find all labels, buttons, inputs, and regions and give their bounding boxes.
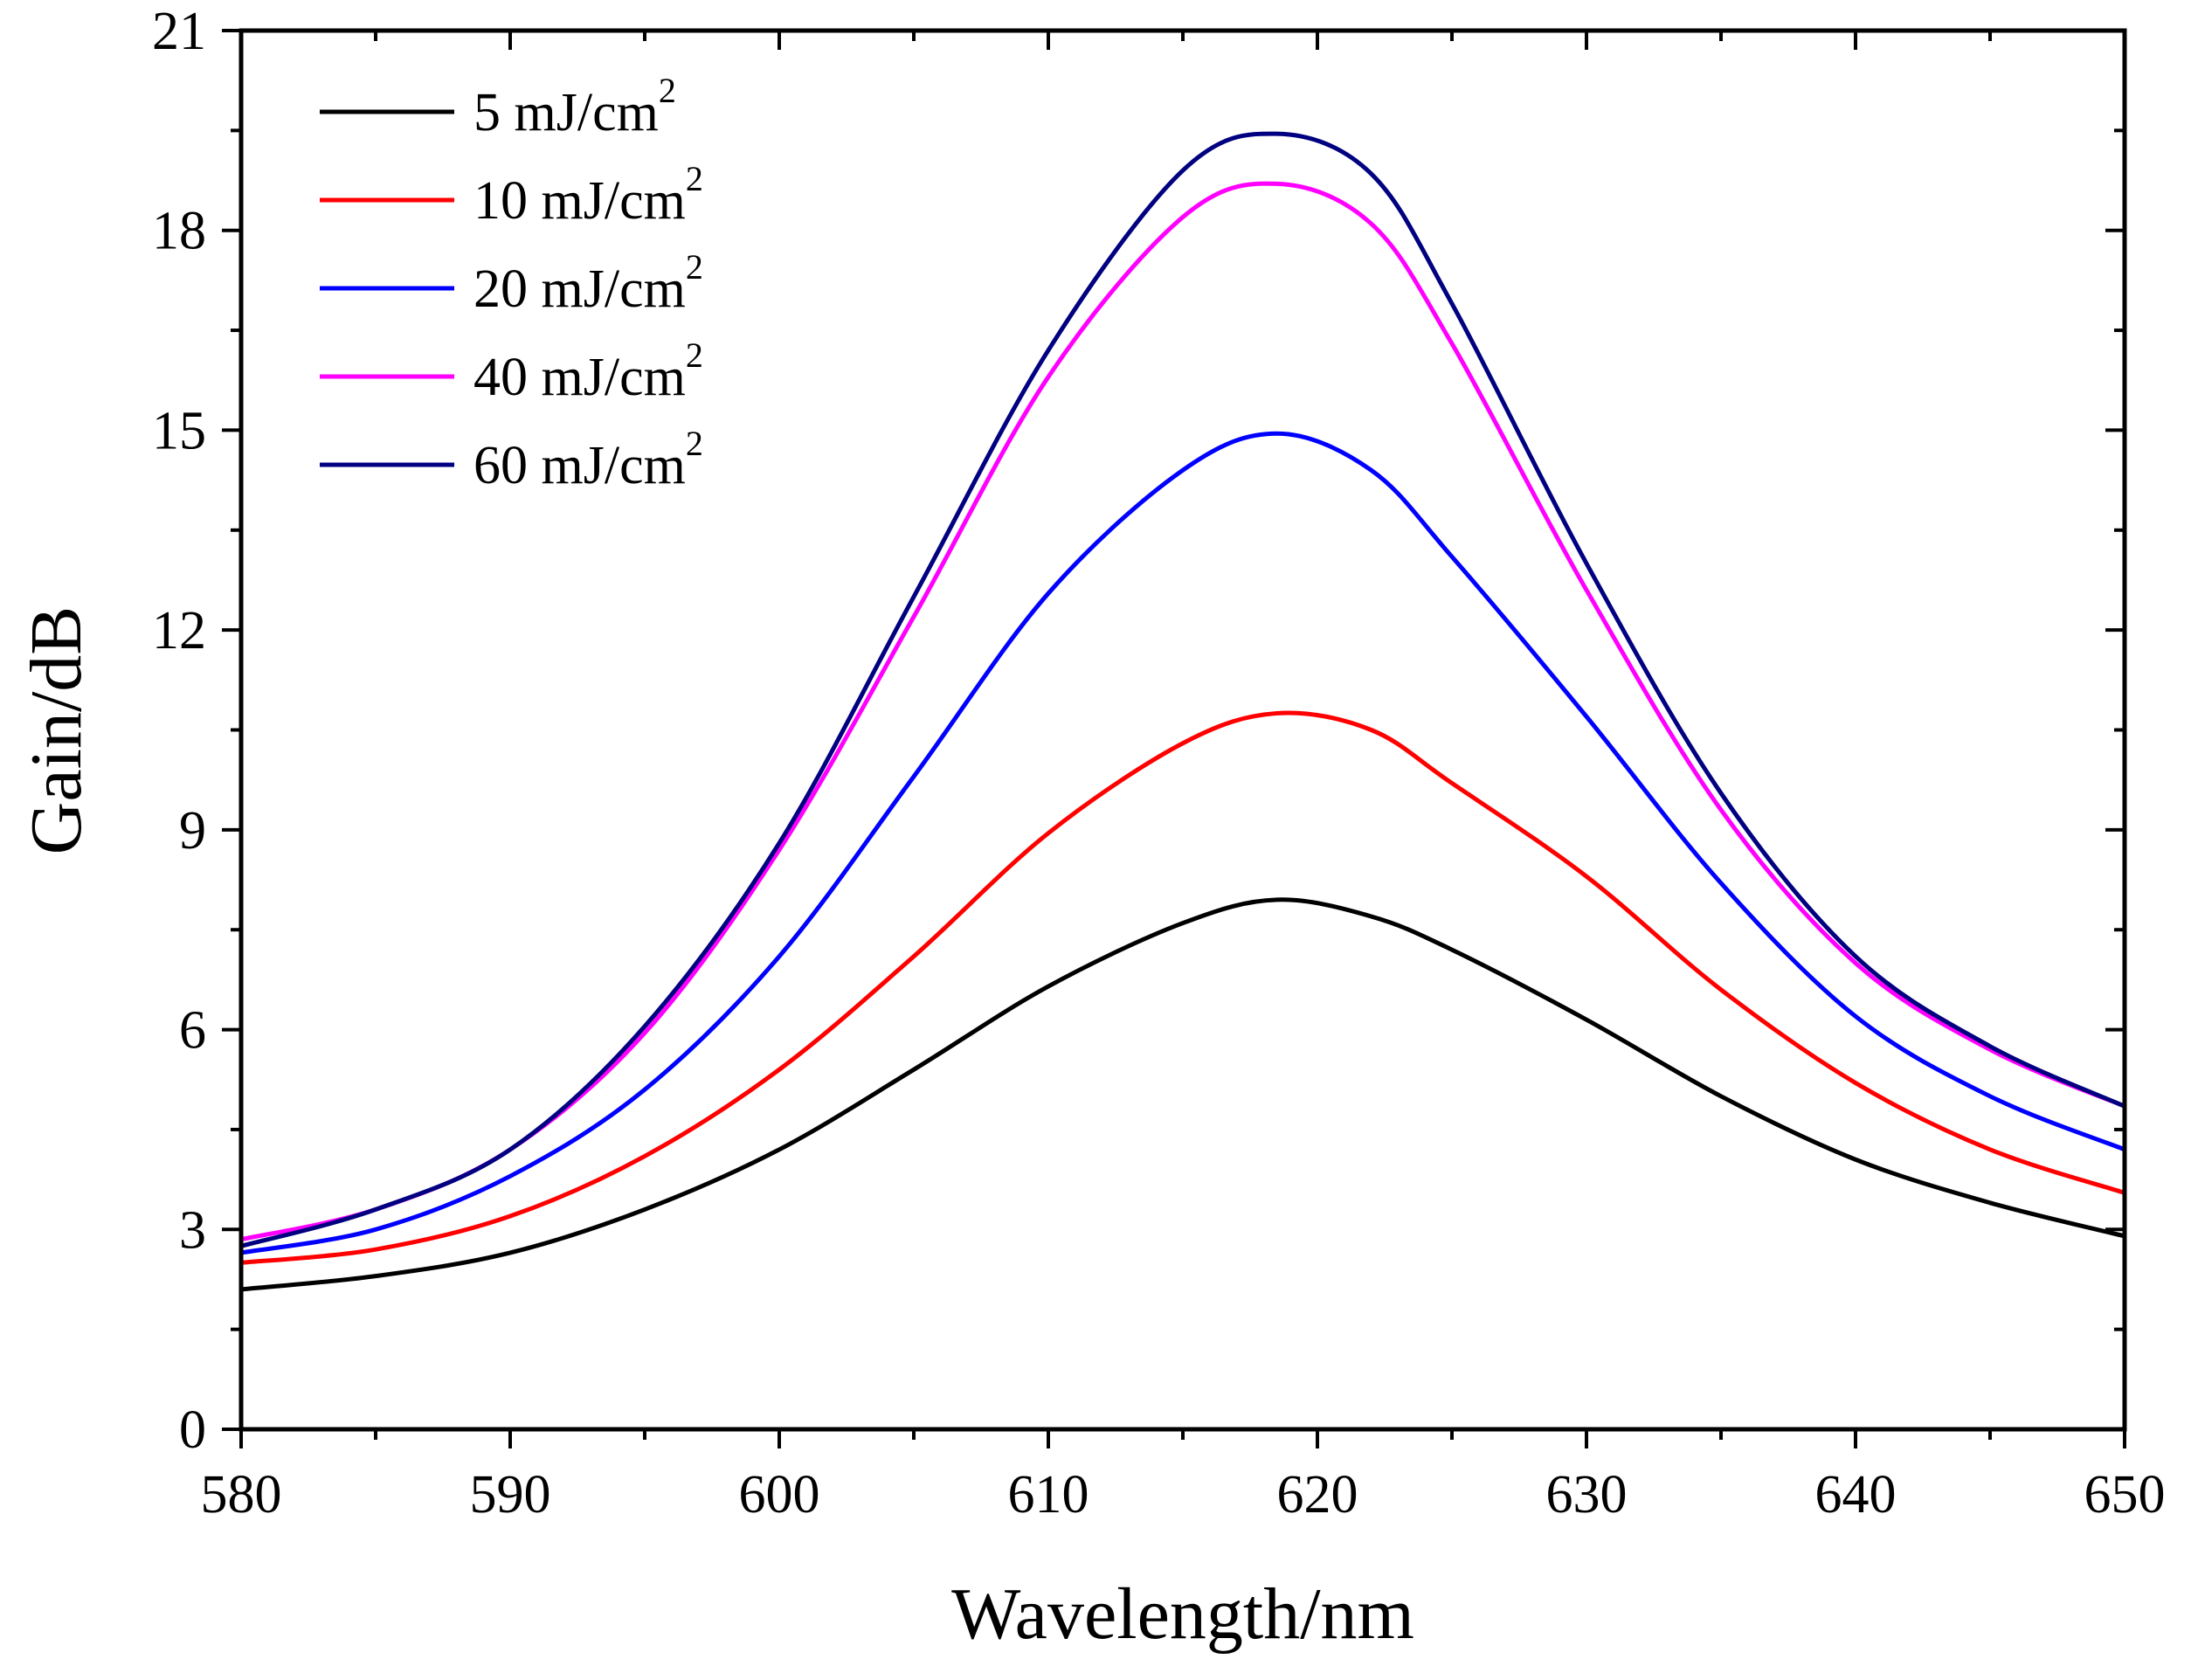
legend-label-text: 20 mJ/cm xyxy=(473,259,686,319)
legend-label: 20 mJ/cm2 xyxy=(473,247,703,319)
x-axis-title: Wavelength/nm xyxy=(951,1573,1414,1655)
legend-item: 40 mJ/cm2 xyxy=(320,335,703,407)
x-tick-label: 600 xyxy=(739,1465,820,1524)
x-tick-labels: 580 590 600 610 620 630 640 650 xyxy=(201,1465,2166,1524)
legend-label: 60 mJ/cm2 xyxy=(473,424,703,495)
series-line-4 xyxy=(238,181,2127,1242)
x-tick-label: 610 xyxy=(1008,1465,1089,1524)
plot-frame xyxy=(238,28,2127,1432)
y-tick-label: 3 xyxy=(179,1200,206,1260)
legend-label: 10 mJ/cm2 xyxy=(473,159,703,231)
y-tick-label: 15 xyxy=(152,401,206,460)
y-tick-labels: 0 3 6 9 12 15 18 21 xyxy=(152,2,206,1460)
legend-item: 20 mJ/cm2 xyxy=(320,247,703,319)
legend-item: 60 mJ/cm2 xyxy=(320,424,703,495)
legend-item: 10 mJ/cm2 xyxy=(320,159,703,231)
x-tick-label: 590 xyxy=(470,1465,551,1524)
legend-item: 5 mJ/cm2 xyxy=(320,71,676,142)
y-axis-title: Gain/dB xyxy=(16,606,97,855)
x-tick-label: 580 xyxy=(201,1465,282,1524)
x-tick-label: 640 xyxy=(1815,1465,1897,1524)
series-line-2 xyxy=(238,710,2127,1265)
y-tick-label: 6 xyxy=(179,1001,206,1061)
legend-label: 5 mJ/cm2 xyxy=(473,71,676,142)
series-line-3 xyxy=(238,431,2127,1255)
y-tick-label: 18 xyxy=(152,202,206,261)
tick-layer xyxy=(222,29,2126,1448)
y-tick-label: 21 xyxy=(152,2,206,61)
x-tick-label: 630 xyxy=(1546,1465,1628,1524)
legend-label: 40 mJ/cm2 xyxy=(473,335,703,407)
legend-label-superscript: 2 xyxy=(686,335,703,375)
legend-label-text: 10 mJ/cm xyxy=(473,171,686,231)
legend-label-text: 40 mJ/cm xyxy=(473,348,686,407)
y-tick-label: 0 xyxy=(179,1400,206,1460)
legend-label-text: 5 mJ/cm xyxy=(473,83,659,142)
series-line-5 xyxy=(238,131,2127,1248)
series-layer xyxy=(238,131,2127,1292)
x-tick-label: 620 xyxy=(1277,1465,1358,1524)
legend-label-text: 60 mJ/cm xyxy=(473,436,686,495)
legend-label-superscript: 2 xyxy=(686,159,703,198)
legend-label-superscript: 2 xyxy=(686,247,703,287)
legend-label-superscript: 2 xyxy=(686,424,703,463)
legend-label-superscript: 2 xyxy=(659,71,676,110)
y-tick-label: 9 xyxy=(179,801,206,861)
y-tick-label: 12 xyxy=(152,601,206,660)
x-tick-label: 650 xyxy=(2084,1465,2166,1524)
series-line-1 xyxy=(238,897,2127,1292)
